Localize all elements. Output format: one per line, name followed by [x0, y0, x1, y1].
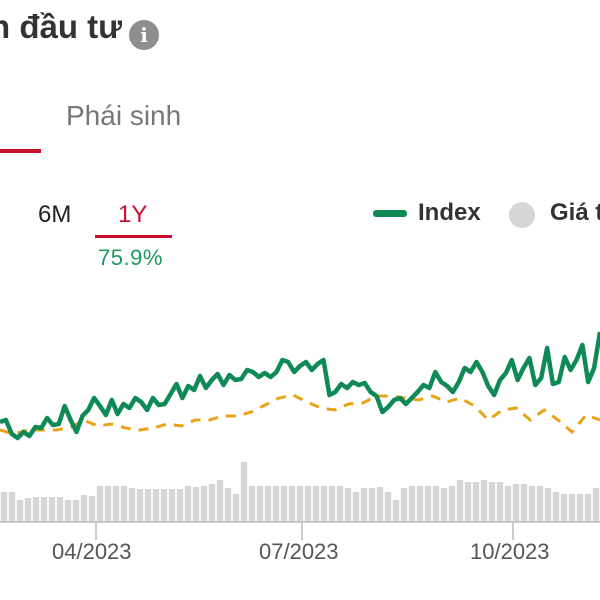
volume-bar: [216, 480, 224, 522]
volume-bar: [200, 486, 208, 522]
volume-bar: [528, 486, 536, 522]
x-tick-label: 04/2023: [52, 539, 132, 564]
legend-price-swatch[interactable]: [509, 202, 535, 228]
volume-bar: [0, 492, 8, 522]
volume-bar: [16, 500, 24, 522]
volume-bar: [416, 486, 424, 522]
volume-bar: [128, 488, 136, 522]
tab-derivative[interactable]: Phái sinh: [66, 100, 182, 131]
volume-bar: [272, 486, 280, 522]
range-change-percent: 75.9%: [98, 245, 163, 270]
volume-bar: [304, 486, 312, 522]
volume-bar: [64, 500, 72, 522]
volume-bar: [48, 497, 56, 522]
volume-bar: [440, 488, 448, 522]
volume-bar: [288, 486, 296, 522]
volume-bar: [544, 488, 552, 522]
volume-bar: [496, 482, 504, 522]
volume-bar: [352, 492, 360, 522]
volume-bar: [472, 482, 480, 522]
volume-bar: [592, 488, 600, 522]
volume-bar: [520, 484, 528, 522]
volume-bar: [280, 486, 288, 522]
volume-bar: [424, 486, 432, 522]
volume-bar: [160, 489, 168, 522]
volume-bar: [448, 486, 456, 522]
volume-bar: [312, 486, 320, 522]
index-series-line: [0, 331, 600, 441]
volume-bar: [432, 486, 440, 522]
x-axis-ticks: [95, 522, 514, 540]
volume-bar: [256, 486, 264, 522]
volume-bar: [232, 494, 240, 522]
volume-bar: [536, 486, 544, 522]
volume-bar: [240, 462, 248, 522]
volume-bar: [456, 480, 464, 522]
volume-bar: [408, 486, 416, 522]
volume-bar: [152, 489, 160, 522]
x-tick-label: 10/2023: [470, 539, 550, 564]
volume-bar: [104, 486, 112, 522]
volume-bar: [504, 486, 512, 522]
volume-bar: [40, 497, 48, 522]
volume-bar: [392, 500, 400, 522]
volume-bar: [488, 482, 496, 522]
volume-bar: [136, 489, 144, 522]
legend-index-label[interactable]: Index: [418, 199, 481, 226]
volume-bar: [224, 488, 232, 522]
volume-bar: [192, 487, 200, 522]
legend-price-label[interactable]: Giá t: [550, 199, 600, 226]
volume-bar: [464, 482, 472, 522]
volume-bar: [480, 480, 488, 522]
volume-bar: [120, 486, 128, 522]
range-selected-underline: [95, 235, 172, 238]
volume-bar: [584, 494, 592, 522]
volume-bar: [248, 486, 256, 522]
volume-bar: [400, 488, 408, 522]
benchmark-series-line: [0, 393, 600, 436]
info-icon[interactable]: i: [129, 20, 159, 50]
volume-bar: [144, 489, 152, 522]
range-6m-button[interactable]: 6M: [38, 201, 72, 228]
volume-bar: [344, 488, 352, 522]
volume-bar: [320, 486, 328, 522]
volume-bar: [72, 500, 80, 522]
volume-bar: [96, 486, 104, 522]
volume-bar: [384, 492, 392, 522]
x-tick-label: 07/2023: [259, 539, 339, 564]
volume-bar: [296, 486, 304, 522]
volume-bar: [576, 494, 584, 522]
volume-bar: [80, 495, 88, 522]
active-tab-underline: [0, 149, 41, 153]
volume-bar: [328, 486, 336, 522]
page-title: h đầu tư: [0, 8, 123, 45]
volume-bar: [208, 484, 216, 522]
volume-bar: [376, 487, 384, 522]
legend-index-swatch[interactable]: [373, 210, 407, 217]
volume-bar: [176, 489, 184, 522]
volume-bar: [168, 489, 176, 522]
volume-bar: [32, 497, 40, 522]
volume-bar: [360, 488, 368, 522]
volume-bar: [512, 484, 520, 522]
volume-bar: [24, 498, 32, 522]
volume-bar: [88, 496, 96, 522]
volume-bar: [112, 486, 120, 522]
volume-bar: [184, 486, 192, 522]
volume-bar: [336, 486, 344, 522]
volume-bar: [8, 492, 16, 522]
volume-bar: [368, 488, 376, 522]
range-1y-button[interactable]: 1Y: [118, 201, 148, 228]
volume-bar: [552, 492, 560, 522]
volume-bar: [56, 497, 64, 522]
volume-bar: [560, 494, 568, 522]
volume-bars: [0, 462, 600, 522]
volume-bar: [568, 494, 576, 522]
volume-bar: [264, 486, 272, 522]
